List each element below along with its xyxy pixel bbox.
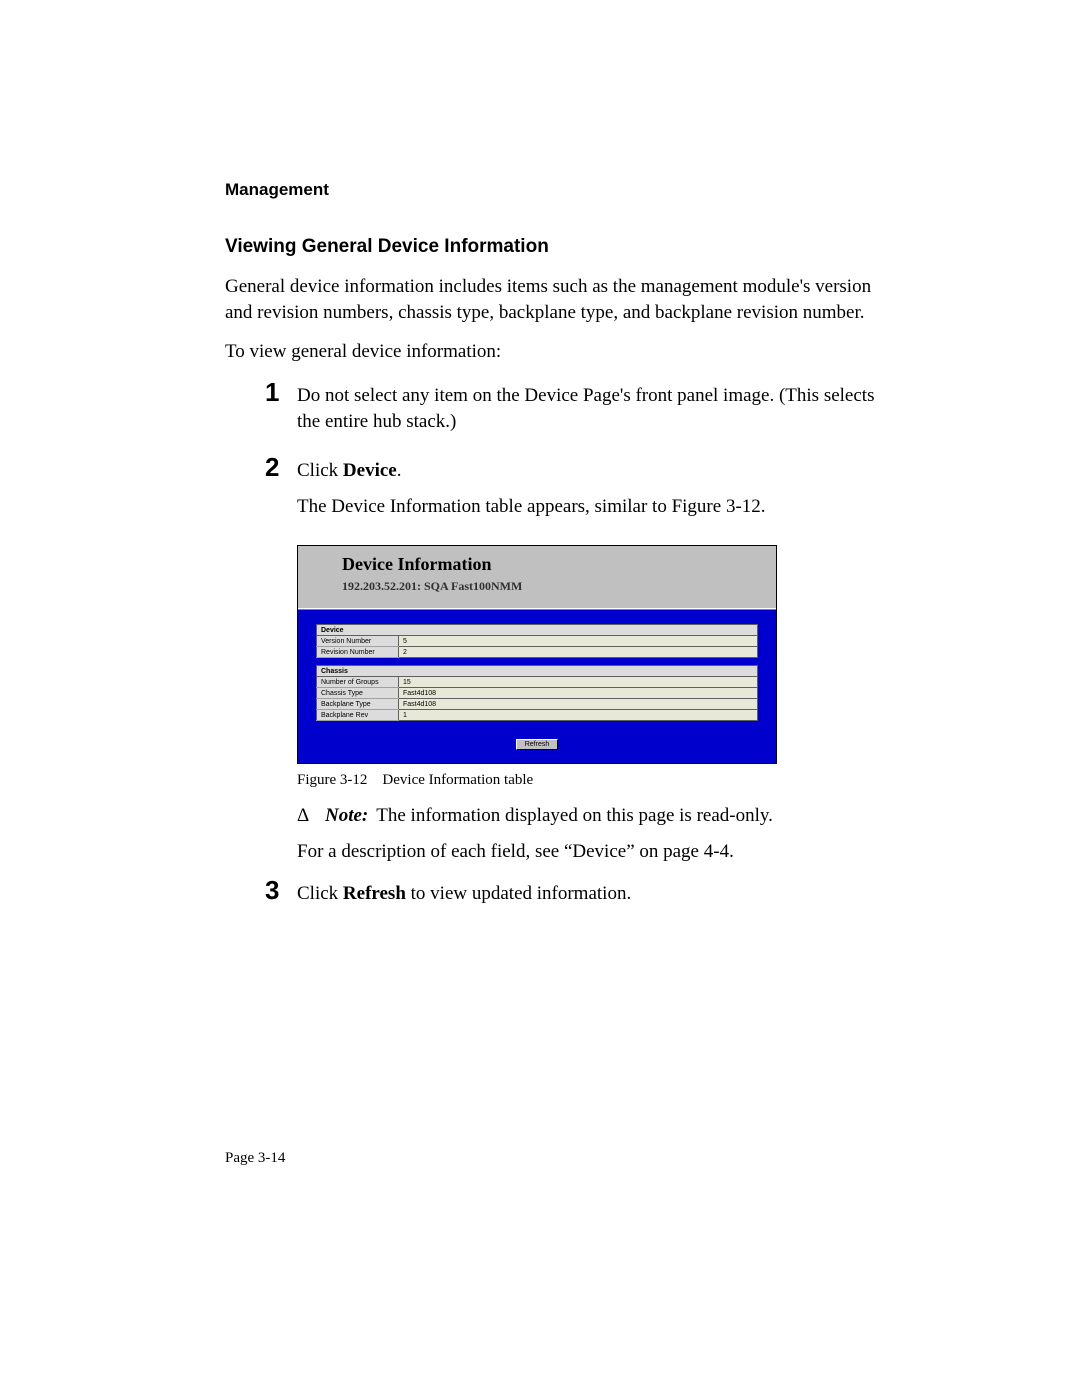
- label-cell: Revision Number: [317, 647, 399, 658]
- value-cell: Fast4d108: [399, 699, 758, 710]
- table-row: Backplane Rev 1: [317, 710, 758, 721]
- device-info-table: Device Version Number 5 Revision Number …: [316, 624, 758, 721]
- refresh-keyword: Refresh: [343, 883, 406, 904]
- figure-title: Device Information: [342, 554, 732, 575]
- page-number: Page 3-14: [225, 1150, 285, 1167]
- table-row: Backplane Type Fast4d108: [317, 699, 758, 710]
- note: Δ Note: The information displayed on this…: [297, 803, 900, 829]
- text: Click: [297, 883, 343, 904]
- label-cell: Number of Groups: [317, 677, 399, 688]
- figure-body: Device Version Number 5 Revision Number …: [298, 610, 776, 763]
- figure-caption: Figure 3-12 Device Information table: [297, 772, 900, 789]
- page-title: Viewing General Device Information: [225, 236, 900, 258]
- step-1: 1 Do not select any item on the Device P…: [265, 379, 900, 444]
- table-row: Revision Number 2: [317, 647, 758, 658]
- step-body: Click Device. The Device Information tab…: [297, 454, 766, 529]
- section-header: Management: [225, 180, 900, 200]
- label-cell: Version Number: [317, 636, 399, 647]
- figure-subtitle: 192.203.52.201: SQA Fast100NMM: [342, 579, 732, 594]
- step-number: 2: [265, 454, 297, 480]
- step-2-line1: Click Device.: [297, 458, 766, 484]
- label-cell: Backplane Rev: [317, 710, 399, 721]
- table-row: Version Number 5: [317, 636, 758, 647]
- caption-text: Device Information table: [382, 772, 533, 788]
- text: to view updated information.: [406, 883, 631, 904]
- value-cell: 2: [399, 647, 758, 658]
- step-number: 1: [265, 379, 297, 405]
- step-number: 3: [265, 877, 297, 903]
- device-info-screenshot: Device Information 192.203.52.201: SQA F…: [297, 545, 777, 764]
- section-head-cell: Chassis: [317, 666, 758, 677]
- step-1-text: Do not select any item on the Device Pag…: [297, 383, 900, 434]
- step-list: 1 Do not select any item on the Device P…: [225, 379, 900, 916]
- figure-header: Device Information 192.203.52.201: SQA F…: [298, 546, 776, 608]
- reference-text: For a description of each field, see “De…: [297, 839, 900, 865]
- value-cell: 1: [399, 710, 758, 721]
- refresh-button[interactable]: Refresh: [516, 739, 559, 750]
- step-body: Do not select any item on the Device Pag…: [297, 379, 900, 444]
- note-body: Note: The information displayed on this p…: [325, 803, 773, 829]
- table-section-head: Device: [317, 625, 758, 636]
- note-text: The information displayed on this page i…: [376, 805, 773, 826]
- step-body: Click Refresh to view updated informatio…: [297, 877, 631, 917]
- section-head-cell: Device: [317, 625, 758, 636]
- delta-icon: Δ: [297, 803, 325, 829]
- step-2-follow: The Device Information table appears, si…: [297, 494, 766, 520]
- note-label: Note:: [325, 805, 368, 826]
- value-cell: Fast4d108: [399, 688, 758, 699]
- value-cell: 15: [399, 677, 758, 688]
- table-row: Number of Groups 15: [317, 677, 758, 688]
- label-cell: Chassis Type: [317, 688, 399, 699]
- caption-id: Figure 3-12: [297, 772, 367, 788]
- lead-in: To view general device information:: [225, 339, 900, 365]
- text: Click: [297, 460, 343, 481]
- step-3-text: Click Refresh to view updated informatio…: [297, 881, 631, 907]
- intro-paragraph: General device information includes item…: [225, 274, 900, 325]
- table-section-head: Chassis: [317, 666, 758, 677]
- figure-3-12: Device Information 192.203.52.201: SQA F…: [297, 545, 900, 764]
- device-keyword: Device: [343, 460, 397, 481]
- gap-row: [317, 658, 758, 666]
- value-cell: 5: [399, 636, 758, 647]
- text: .: [397, 460, 402, 481]
- manual-page: Management Viewing General Device Inform…: [0, 0, 1080, 1397]
- label-cell: Backplane Type: [317, 699, 399, 710]
- step-3: 3 Click Refresh to view updated informat…: [265, 877, 900, 917]
- refresh-row: Refresh: [316, 729, 758, 751]
- table-row: Chassis Type Fast4d108: [317, 688, 758, 699]
- step-2: 2 Click Device. The Device Information t…: [265, 454, 900, 529]
